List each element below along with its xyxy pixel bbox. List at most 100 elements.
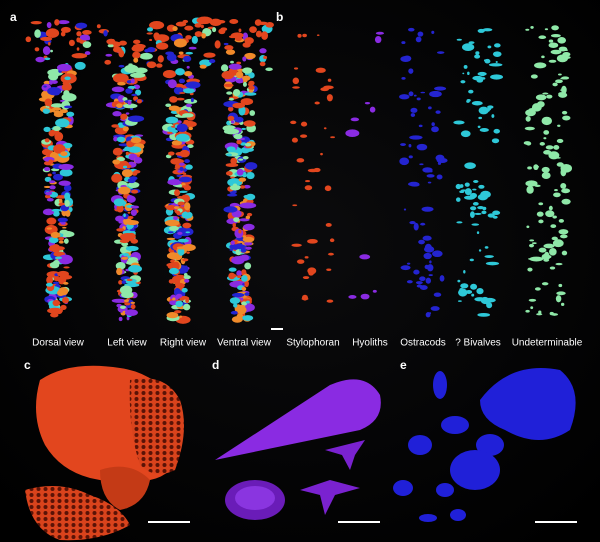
fossil-fragment: [242, 81, 247, 87]
fossil-fragment: [182, 172, 187, 175]
fossil-fragment: [291, 137, 298, 143]
fossil-fragment: [525, 109, 536, 117]
fossil-fragment: [234, 116, 244, 123]
group-label: Undeterminable: [512, 338, 583, 349]
fossil-fragment: [418, 124, 423, 128]
fossil-fragment: [185, 81, 201, 89]
fossil-fragment: [230, 120, 235, 124]
fossil-fragment: [242, 235, 247, 238]
fossil-fragment: [174, 206, 180, 210]
fossil-fragment: [65, 209, 71, 217]
fossil-fragment: [550, 34, 561, 38]
fossil-fragment: [399, 157, 410, 166]
fossil-fragment: [49, 185, 56, 190]
fossil-fragment: [123, 103, 138, 109]
fossil-fragment: [226, 91, 233, 95]
fossil-fragment: [194, 31, 203, 37]
fossil-fragment: [117, 122, 124, 127]
fossil-fragment: [561, 198, 571, 205]
fossil-fragment: [182, 258, 189, 262]
fossil-fragment: [430, 306, 440, 311]
fossil-fragment: [263, 55, 268, 60]
fossil-fragment: [408, 27, 415, 32]
fossil-fragment: [231, 316, 243, 323]
fossil-fragment: [244, 52, 256, 60]
fossil-fragment: [179, 315, 183, 318]
fossil-fragment: [316, 34, 320, 37]
fossil-fragment: [168, 267, 179, 275]
fossil-fragment: [533, 165, 540, 168]
fossil-fragment: [327, 78, 332, 82]
fossil-fragment: [59, 229, 69, 234]
fossil-fragment: [167, 179, 182, 186]
fossil-fragment: [327, 252, 334, 256]
fossil-fragment: [551, 236, 558, 241]
fossil-fragment: [121, 280, 127, 284]
fossil-fragment: [242, 42, 251, 48]
fossil-fragment: [244, 143, 252, 147]
fossil-fragment: [453, 120, 465, 125]
fossil-fragment: [229, 243, 246, 251]
fossil-fragment: [483, 297, 496, 303]
fossil-fragment: [429, 260, 432, 264]
fossil-fragment: [62, 296, 69, 304]
fossil-fragment: [127, 256, 139, 263]
fossil-fragment: [548, 42, 559, 48]
fossil-fragment: [459, 190, 465, 194]
fossil-fragment: [111, 102, 117, 108]
fossil-fragment: [555, 79, 563, 84]
fossil-fragment: [164, 219, 180, 227]
fossil-fragment: [265, 22, 274, 28]
fossil-fragment: [50, 49, 53, 53]
fossil-fragment: [167, 131, 173, 135]
fossil-fragment: [179, 92, 186, 94]
fossil-fragment: [190, 97, 194, 103]
fossil-fragment: [320, 152, 323, 156]
fossil-fragment: [473, 180, 479, 183]
fossil-fragment: [556, 138, 564, 143]
fossil-fragment: [427, 181, 432, 184]
fossil-fragment: [538, 310, 542, 314]
fossil-fragment: [457, 300, 462, 302]
fossil-fragment: [157, 55, 164, 63]
fossil-fragment: [459, 288, 464, 291]
fossil-fragment: [223, 42, 229, 46]
fossil-fragment: [539, 142, 545, 146]
fossil-fragment: [53, 110, 61, 114]
fossil-fragment: [51, 107, 62, 111]
fossil-fragment: [57, 276, 67, 284]
fossil-fragment: [255, 30, 263, 38]
panel-e-render: [393, 368, 576, 522]
fossil-fragment: [242, 67, 253, 74]
fossil-fragment: [235, 71, 244, 79]
fossil-fragment: [464, 162, 476, 169]
fossil-fragment: [42, 46, 51, 56]
fossil-fragment: [525, 28, 530, 31]
fossil-fragment: [188, 126, 194, 131]
fossil-fragment: [560, 182, 567, 189]
fossil-fragment: [236, 270, 242, 277]
fossil-fragment: [400, 265, 411, 271]
fossil-fragment: [538, 35, 547, 40]
fossil-fragment: [543, 243, 555, 249]
fossil-fragment: [557, 36, 567, 44]
fossil-fragment: [172, 26, 178, 32]
fossil-fragment: [478, 106, 489, 115]
fossil-fragment: [130, 209, 137, 216]
fossil-fragment: [184, 278, 190, 283]
fossil-fragment: [176, 246, 187, 250]
fossil-fragment: [184, 202, 191, 211]
fossil-fragment: [230, 310, 239, 315]
fossil-fragment: [120, 113, 128, 120]
fossil-fragment: [460, 283, 469, 289]
fossil-fragment: [178, 176, 192, 183]
fossil-fragment: [241, 286, 247, 292]
fossil-fragment: [168, 105, 180, 112]
fossil-fragment: [523, 141, 531, 145]
fossil-fragment: [186, 251, 190, 254]
fossil-fragment: [175, 21, 187, 27]
fossil-fragment: [530, 74, 538, 79]
fossil-fragment: [185, 231, 191, 234]
fossil-fragment: [560, 164, 573, 173]
fossil-fragment: [477, 312, 491, 317]
